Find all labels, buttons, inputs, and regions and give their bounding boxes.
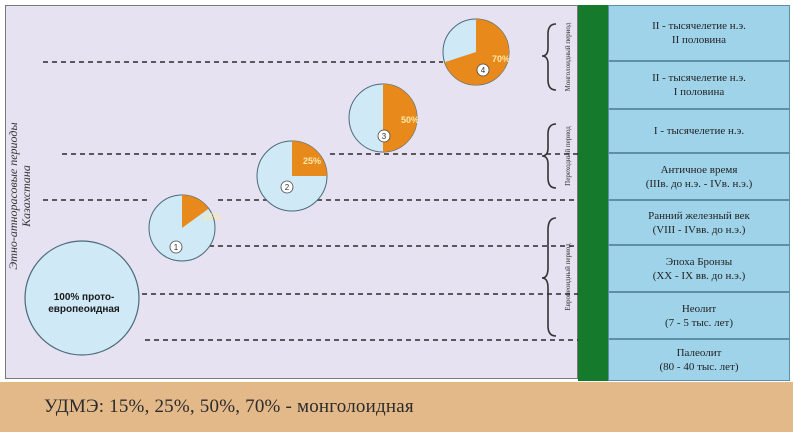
- period-6-line-1: Эпоха Бронзы: [665, 255, 733, 268]
- footer-band: УДМЭ: 15%, 25%, 50%, 70% - монголоидная: [0, 382, 793, 432]
- period-box-6: Эпоха Бронзы (XX - IX вв. до н.э.): [608, 245, 790, 292]
- brace-transitional: [541, 123, 557, 189]
- bracket-label-transitional: Переходный период: [564, 126, 572, 186]
- proto-europeoid-label: 100% прото- европеоидная: [24, 292, 144, 316]
- pie-circle-1: 15% 1: [148, 194, 221, 262]
- period-4-line-2: (IIIв. до н.э. - IVв. н.э.): [645, 177, 753, 190]
- pie-percent-2: 25%: [303, 156, 321, 166]
- period-box-2: II - тысячелетие н.э. I половина: [608, 61, 790, 109]
- pie-percent-4: 70%: [492, 54, 510, 64]
- pie-index-2: 2: [285, 183, 290, 192]
- timeline-green-bar: [578, 5, 608, 381]
- proto-europeoid-label-line-2: европеоидная: [48, 304, 120, 315]
- bracket-label-mongoloid: Монголоидный период: [564, 22, 572, 92]
- period-braces: [541, 23, 557, 337]
- proto-europeoid-label-line-1: 100% прото-: [53, 292, 115, 303]
- brace-europeoid: [541, 217, 557, 337]
- pie-circle-3: 50% 3: [348, 83, 419, 153]
- period-box-1: II - тысячелетие н.э. II половина: [608, 5, 790, 61]
- pie-index-3: 3: [382, 132, 387, 141]
- pie-wedge-1: [182, 195, 209, 228]
- pie-circle-2: 25% 2: [256, 140, 328, 212]
- pie-percent-3: 50%: [401, 115, 419, 125]
- period-box-8: Палеолит (80 - 40 тыс. лет): [608, 339, 790, 381]
- footer-text: УДМЭ: 15%, 25%, 50%, 70% - монголоидная: [44, 396, 414, 417]
- period-8-line-1: Палеолит: [676, 347, 722, 359]
- period-box-4: Античное время (IIIв. до н.э. - IVв. н.э…: [608, 153, 790, 200]
- pie-wedge-3: [383, 84, 417, 152]
- period-box-3: I - тысячелетие н.э.: [608, 109, 790, 153]
- dashed-guide-lines: [43, 61, 578, 341]
- pie-wedge-4: [444, 19, 510, 86]
- period-1-line-1: II - тысячелетие н.э.: [652, 20, 746, 32]
- period-2-line-2: I половина: [673, 86, 725, 98]
- period-2-line-1: II - тысячелетие н.э.: [652, 72, 746, 84]
- pie-index-4: 4: [481, 66, 486, 75]
- pie-wedge-2: [292, 141, 327, 176]
- period-4-line-1: Античное время: [660, 163, 738, 176]
- pie-percent-1: 15%: [203, 212, 221, 222]
- period-box-5: Ранний железный век (VIII - IVвв. до н.э…: [608, 200, 790, 245]
- period-8-line-2: (80 - 40 тыс. лет): [659, 361, 739, 373]
- pie-index-1: 1: [174, 243, 179, 252]
- period-1-line-2: II половина: [671, 34, 727, 46]
- period-3-line-1: I - тысячелетие н.э.: [653, 125, 745, 137]
- period-5-line-2: (VIII - IVвв. до н.э.): [652, 223, 746, 236]
- proto-europeoid-circle: [24, 240, 140, 356]
- period-box-7: Неолит (7 - 5 тыс. лет): [608, 292, 790, 339]
- bracket-label-europeoid: Европеоидный период: [564, 243, 572, 311]
- brace-mongoloid: [541, 23, 557, 91]
- period-5-line-1: Ранний железный век: [648, 209, 750, 222]
- diagram-graphics: 15% 1 25% 2 50% 3 70% 4: [24, 18, 578, 356]
- period-6-line-2: (XX - IX вв. до н.э.): [652, 269, 746, 282]
- period-7-line-1: Неолит: [681, 302, 717, 315]
- pie-circle-4: 70% 4: [442, 18, 510, 86]
- period-7-line-2: (7 - 5 тыс. лет): [665, 316, 733, 329]
